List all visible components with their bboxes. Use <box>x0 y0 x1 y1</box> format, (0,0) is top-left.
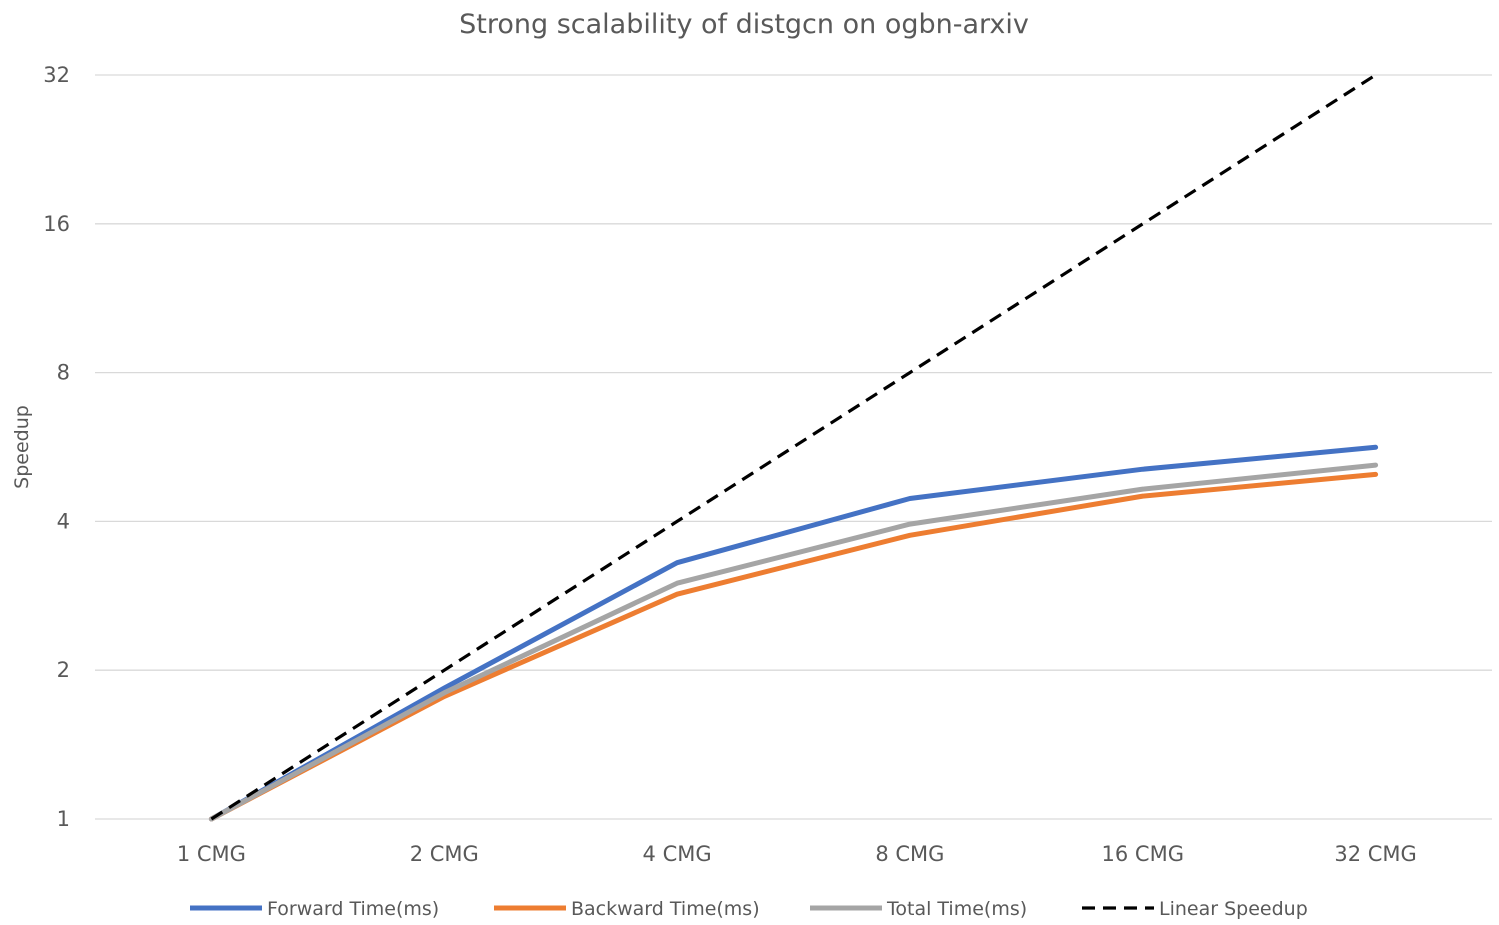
x-tick-label: 2 CMG <box>410 842 479 866</box>
series-line-0 <box>208 444 1379 822</box>
legend-label-3: Linear Speedup <box>1159 898 1308 920</box>
y-tick-label: 4 <box>57 509 70 533</box>
y-tick-label: 16 <box>43 212 70 236</box>
x-tick-label: 16 CMG <box>1102 842 1184 866</box>
series-line-1 <box>208 471 1379 822</box>
y-tick-labels: 1 2 4 8 16 32 <box>43 63 70 831</box>
x-tick-label: 8 CMG <box>875 842 944 866</box>
series-lines <box>208 73 1379 822</box>
series-line-3 <box>210 73 1377 821</box>
legend-label-0: Forward Time(ms) <box>267 898 439 920</box>
y-axis-label: Speedup <box>11 405 33 489</box>
y-tick-label: 2 <box>57 658 70 682</box>
legend-label-2: Total Time(ms) <box>886 898 1027 920</box>
x-tick-label: 1 CMG <box>177 842 246 866</box>
y-tick-label: 1 <box>57 807 70 831</box>
legend: Forward Time(ms) Backward Time(ms) Total T… <box>190 898 1308 920</box>
y-tick-label: 8 <box>57 361 70 385</box>
series-line-2 <box>208 462 1379 822</box>
y-tick-label: 32 <box>43 63 70 87</box>
gridlines <box>95 74 1492 820</box>
x-tick-label: 32 CMG <box>1334 842 1416 866</box>
chart-title: Strong scalability of distgcn on ogbn-ar… <box>459 9 1029 40</box>
legend-label-1: Backward Time(ms) <box>571 898 760 920</box>
x-tick-labels: 1 CMG 2 CMG 4 CMG 8 CMG 16 CMG 32 CMG <box>177 842 1417 866</box>
x-tick-label: 4 CMG <box>643 842 712 866</box>
